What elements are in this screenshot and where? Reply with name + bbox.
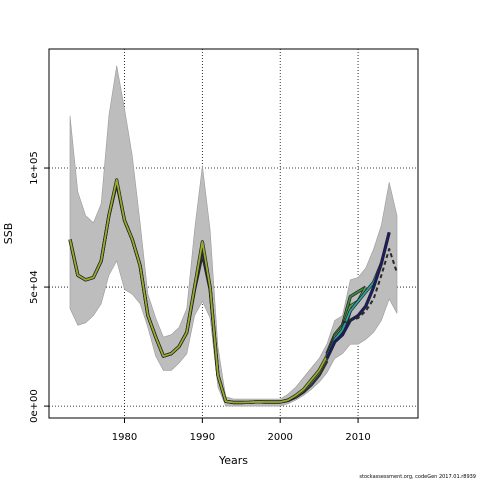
series-line [325,262,383,357]
series-line-path [326,232,391,359]
plot-frame [48,48,419,419]
y-tick-label: 1e+05 [29,151,40,185]
series-lines [68,178,398,405]
y-axis-label: SSB [2,223,15,245]
footer-annotation: stockassessment.org, codeGen 2017.01.r89… [359,474,476,480]
x-tick-label: 1990 [190,432,215,443]
axes: 1980 1990 2000 2010 0e+00 5e+04 1e+05 [29,151,371,443]
series-line [68,178,352,405]
y-tick-label: 0e+00 [29,389,40,423]
band-area [69,65,398,407]
x-tick-label: 2010 [345,432,370,443]
series-line-path [342,248,398,324]
series-line [342,248,398,324]
y-tick-label: 5e+04 [29,270,40,304]
x-axis-label: Years [218,454,248,467]
x-tick-label: 2000 [267,432,292,443]
series-line-path [326,262,383,357]
series-line [325,231,391,360]
series-line-path [69,178,352,404]
x-tick-label: 1980 [112,432,137,443]
confidence-band [69,65,398,407]
